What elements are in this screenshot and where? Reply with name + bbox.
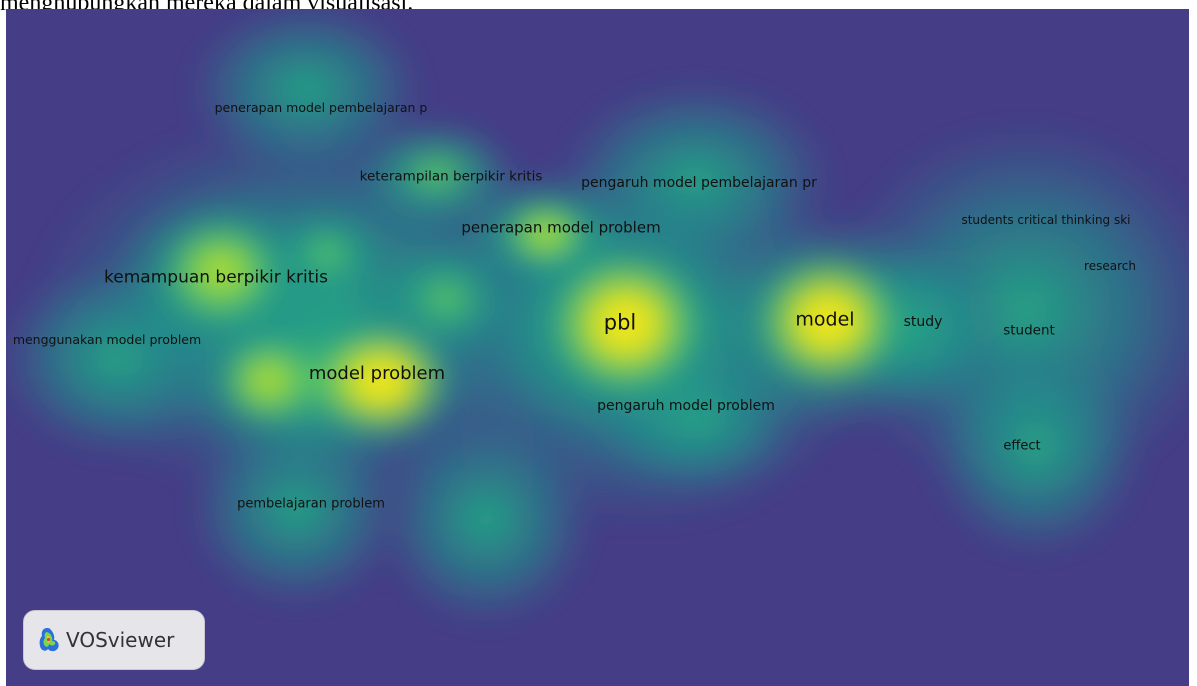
term-model[interactable]: model (795, 308, 855, 331)
term-menggunakan-model-problem[interactable]: menggunakan model problem (12, 331, 202, 347)
term-pbl[interactable]: pbl (603, 310, 637, 335)
term-study[interactable]: study (903, 314, 943, 330)
term-students-critical-thinking-ski[interactable]: students critical thinking ski (961, 213, 1131, 227)
vosviewer-logo: VOSviewer (23, 610, 205, 670)
density-map[interactable]: penerapan model pembelajaran p keterampi… (6, 9, 1189, 686)
term-student[interactable]: student (1003, 322, 1055, 339)
term-pengaruh-model-pembelajaran-pr[interactable]: pengaruh model pembelajaran pr (581, 175, 817, 191)
term-penerapan-model-problem[interactable]: penerapan model problem (461, 218, 661, 237)
term-penerapan-model-pembelajaran-p[interactable]: penerapan model pembelajaran p (214, 99, 428, 115)
term-research[interactable]: research (1084, 259, 1136, 273)
term-model-problem[interactable]: model problem (308, 363, 446, 384)
density-heat-layer (6, 9, 1189, 629)
term-pengaruh-model-problem[interactable]: pengaruh model problem (597, 398, 775, 414)
term-effect[interactable]: effect (1003, 438, 1041, 454)
vosviewer-logo-text: VOSviewer (66, 628, 175, 652)
term-keterampilan-berpikir-kritis[interactable]: keterampilan berpikir kritis (359, 168, 543, 185)
term-kemampuan-berpikir-kritis[interactable]: kemampuan berpikir kritis (104, 267, 328, 288)
term-pembelajaran-problem[interactable]: pembelajaran problem (237, 496, 385, 512)
vosviewer-logo-icon (39, 628, 59, 652)
